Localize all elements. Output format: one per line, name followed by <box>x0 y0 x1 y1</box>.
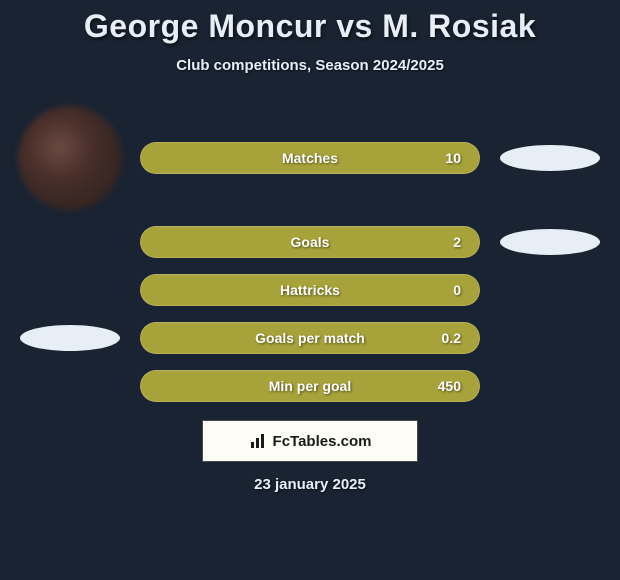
stat-row-goals: Goals 2 <box>0 226 620 258</box>
right-slot <box>494 229 606 255</box>
left-slot <box>14 106 126 210</box>
stat-value-right: 2 <box>453 234 461 250</box>
stat-bar: Goals 2 <box>140 226 480 258</box>
brand-name: FcTables.com <box>273 433 372 450</box>
stat-row-hattricks: Hattricks 0 <box>0 274 620 306</box>
value-pill-right <box>500 145 600 171</box>
stat-row-mpg: Min per goal 450 <box>0 370 620 402</box>
stat-label: Matches <box>282 150 338 166</box>
stat-bar: Goals per match 0.2 <box>140 322 480 354</box>
stat-label: Hattricks <box>280 282 340 298</box>
brand-badge[interactable]: FcTables.com <box>202 420 418 462</box>
stat-bar: Min per goal 450 <box>140 370 480 402</box>
stat-value-right: 0.2 <box>442 330 461 346</box>
stat-label: Goals per match <box>255 330 365 346</box>
footer-date: 23 january 2025 <box>0 476 620 493</box>
value-pill-right <box>500 229 600 255</box>
right-slot <box>494 145 606 171</box>
stat-label: Goals <box>291 234 330 250</box>
comparison-card: George Moncur vs M. Rosiak Club competit… <box>0 0 620 493</box>
stat-value-right: 0 <box>453 282 461 298</box>
season-subtitle: Club competitions, Season 2024/2025 <box>0 57 620 74</box>
stat-row-gpm: Goals per match 0.2 <box>0 322 620 354</box>
left-slot <box>14 325 126 351</box>
value-pill-left <box>20 325 120 351</box>
stat-row-matches: Matches 10 <box>0 106 620 210</box>
stat-bar: Matches 10 <box>140 142 480 174</box>
stat-value-right: 10 <box>445 150 461 166</box>
bar-chart-icon <box>249 432 267 450</box>
player-avatar-left <box>18 106 122 210</box>
page-title: George Moncur vs M. Rosiak <box>0 8 620 45</box>
stat-value-right: 450 <box>438 378 461 394</box>
stat-bar: Hattricks 0 <box>140 274 480 306</box>
stat-label: Min per goal <box>269 378 351 394</box>
